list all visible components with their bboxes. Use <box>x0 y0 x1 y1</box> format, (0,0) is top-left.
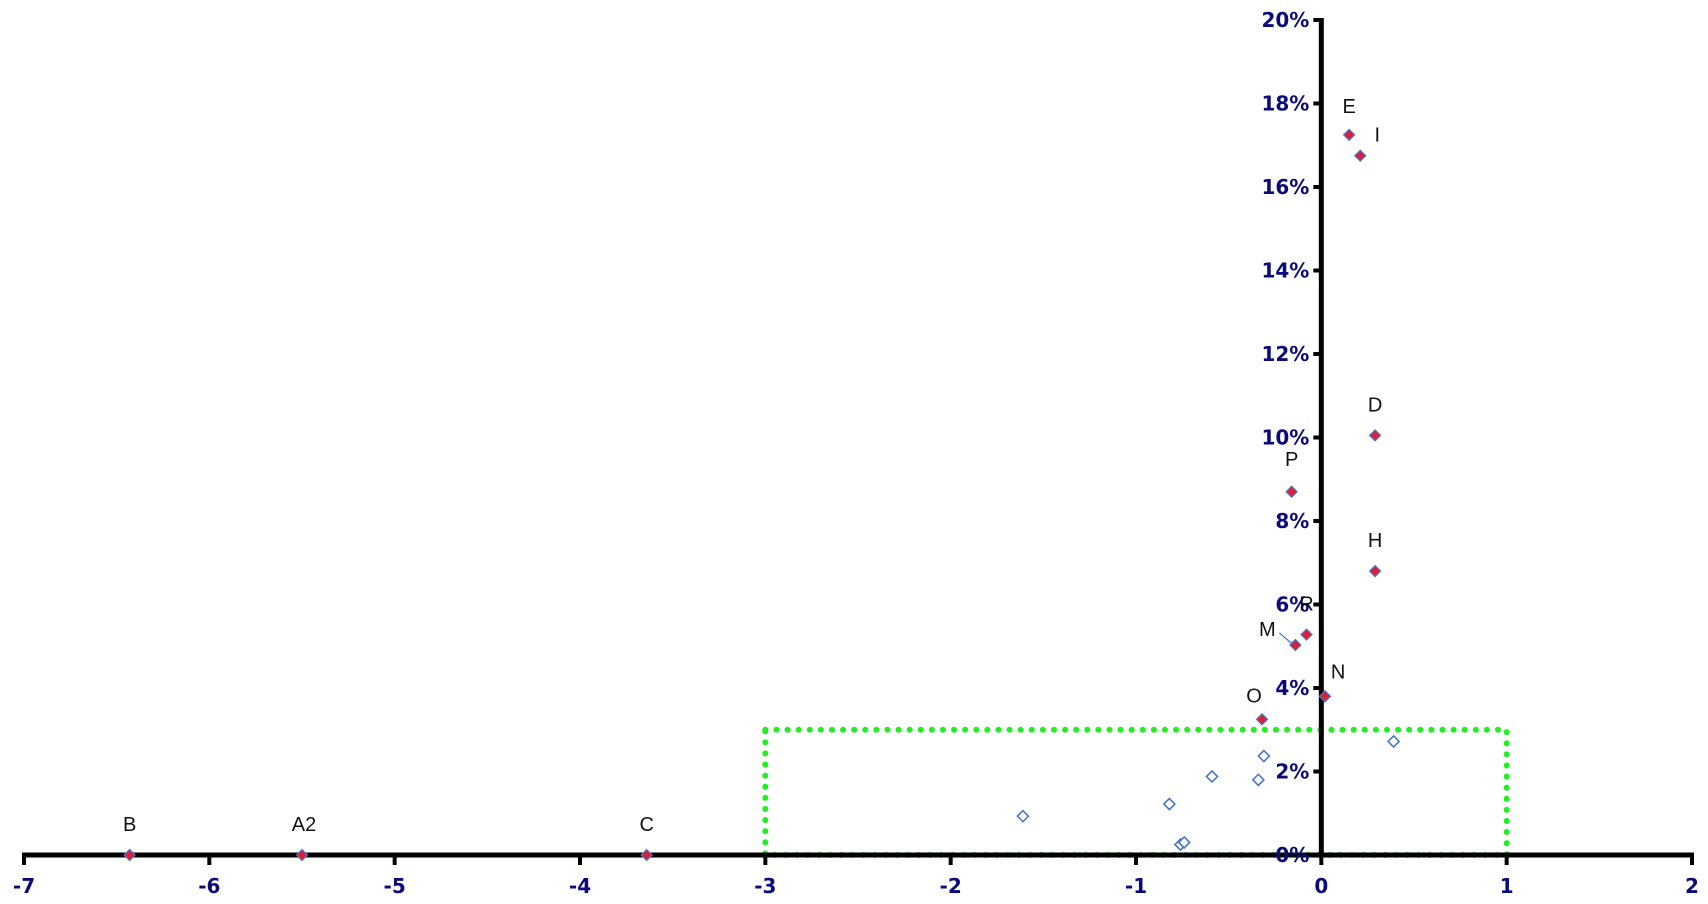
data-point <box>640 848 654 862</box>
data-point <box>1353 149 1367 163</box>
points-layer: EI D P H R M N O B A2 C <box>123 96 1401 862</box>
y-tick-label: 6% <box>1275 593 1309 617</box>
tick-layer: -7 -6 -5 -4 -3 -2 -1 0 1 20%2%4%6%8%10%12%14%16%1… <box>13 8 1699 898</box>
data-point <box>1368 564 1382 578</box>
y-tick-label: 14% <box>1261 259 1309 283</box>
hollow-point <box>1251 773 1265 787</box>
y-tick-label: 2% <box>1275 760 1309 784</box>
y-tick-label: 16% <box>1261 175 1309 199</box>
x-tick-label: -1 <box>1125 874 1147 898</box>
data-point-label: H <box>1368 530 1382 552</box>
data-point-label: A2 <box>292 814 316 836</box>
x-tick-label: -5 <box>384 874 406 898</box>
y-tick-label: 18% <box>1261 92 1309 116</box>
y-tick-label: 12% <box>1261 342 1309 366</box>
hollow-point <box>1386 734 1401 749</box>
data-point-label: M <box>1259 619 1276 641</box>
highlight-box-layer <box>762 726 1510 858</box>
data-point <box>1255 712 1269 726</box>
x-tick-label: -2 <box>940 874 962 898</box>
x-tick-label: -7 <box>13 874 35 898</box>
data-point-label: O <box>1246 685 1262 707</box>
data-point <box>1289 638 1302 652</box>
y-tick-label: 4% <box>1275 676 1309 700</box>
point-leader-line <box>1278 632 1293 645</box>
x-tick-label: 2 <box>1685 874 1699 898</box>
data-point-label: E <box>1342 96 1355 118</box>
data-point <box>1318 690 1332 703</box>
hollow-point <box>1162 797 1176 811</box>
data-point-label: D <box>1368 394 1382 416</box>
data-point-label: N <box>1331 661 1345 683</box>
highlight-box <box>762 726 1510 858</box>
data-point <box>295 848 309 862</box>
x-tick-label: -3 <box>754 874 776 898</box>
data-point <box>1285 485 1299 499</box>
data-point <box>1300 628 1313 641</box>
hollow-point <box>1016 809 1030 823</box>
data-point <box>1368 429 1382 442</box>
y-tick-label: 10% <box>1261 426 1309 450</box>
data-point <box>1342 128 1356 142</box>
data-point-label: B <box>123 814 136 836</box>
x-tick-label: 1 <box>1500 874 1514 898</box>
hollow-point <box>1205 769 1219 784</box>
x-tick-label: -4 <box>569 874 591 898</box>
x-tick-label: 0 <box>1314 874 1328 898</box>
x-tick-label: -6 <box>198 874 220 898</box>
data-point-label: C <box>639 814 653 836</box>
data-point-label: I <box>1374 125 1380 147</box>
hollow-point <box>1257 749 1271 763</box>
y-tick-label: 8% <box>1275 509 1309 533</box>
hollow-point <box>1177 835 1191 850</box>
data-point-label: R <box>1299 594 1313 616</box>
y-tick-label: 20% <box>1261 8 1309 32</box>
data-point <box>123 848 136 862</box>
y-tick-label: 0% <box>1275 843 1309 867</box>
data-point-label: P <box>1285 449 1298 471</box>
